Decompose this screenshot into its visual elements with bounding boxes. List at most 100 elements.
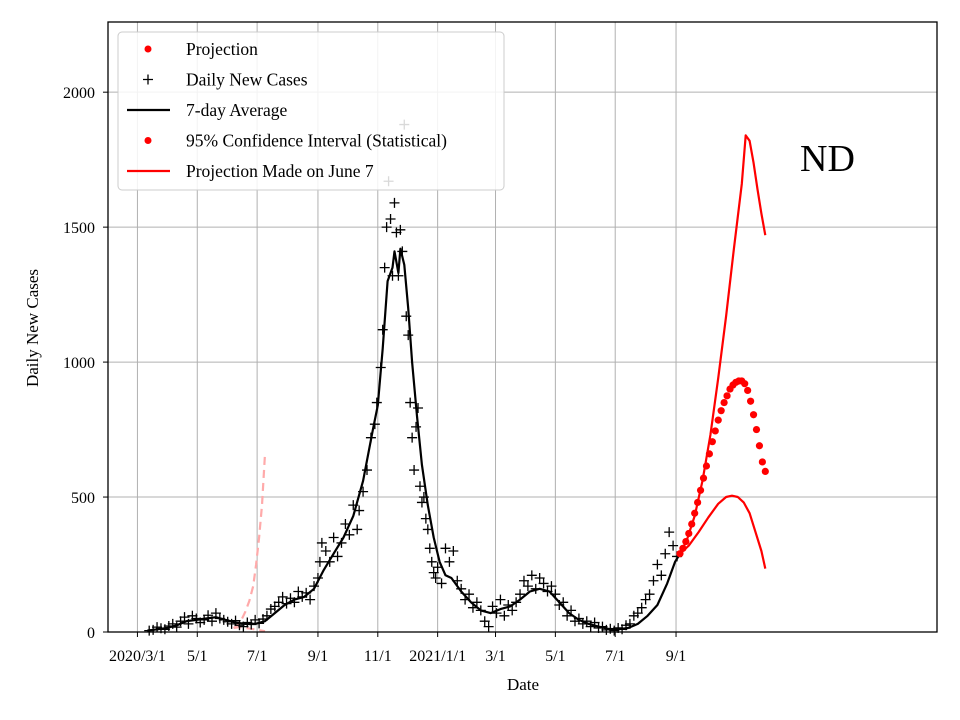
data-point-plus <box>362 465 373 476</box>
data-point-plus <box>305 594 316 605</box>
data-point-plus <box>277 591 288 602</box>
data-point-plus <box>444 556 455 567</box>
projection-point <box>711 427 719 435</box>
data-point-plus <box>660 548 671 559</box>
projection-point <box>696 486 705 494</box>
data-point-plus <box>518 575 529 586</box>
data-point-plus <box>644 589 655 600</box>
projection-point <box>741 380 749 388</box>
projection-point <box>749 411 758 419</box>
legend-label: Projection <box>186 39 258 59</box>
series-projection-made-on-june-7-lower-line <box>233 626 266 633</box>
legend-label: 7-day Average <box>186 100 287 120</box>
plot-area <box>144 119 769 636</box>
series-projection-made-on-june-7-line <box>232 453 267 629</box>
data-point-plus <box>314 556 325 567</box>
legend-dot-marker <box>144 45 152 53</box>
data-point-plus <box>440 543 451 554</box>
x-tick-label: 9/1 <box>666 648 686 665</box>
legend-entry: Daily New Cases <box>143 70 308 90</box>
data-point-plus <box>413 402 424 413</box>
data-point-plus <box>495 594 506 605</box>
projection-point <box>691 509 699 517</box>
projection-point <box>676 550 684 558</box>
data-point-plus <box>546 581 557 592</box>
state-annotation: ND <box>800 138 855 180</box>
data-point-plus <box>430 573 441 584</box>
x-tick-label: 11/1 <box>364 648 392 665</box>
series-95-confidence-interval-statistical-upper-line <box>679 134 767 555</box>
series-projection <box>676 377 769 558</box>
legend-dot-marker <box>144 137 152 144</box>
data-point-plus <box>332 551 343 562</box>
data-point-plus <box>405 397 416 408</box>
legend: Projection Daily New Cases 7-day Average 95… <box>117 31 505 191</box>
data-point-plus <box>471 597 482 608</box>
data-point-plus <box>426 556 437 567</box>
projection-point <box>682 537 690 546</box>
y-tick-label: 2000 <box>63 85 95 102</box>
projection-point <box>685 529 693 538</box>
projection-point <box>694 498 702 507</box>
y-axis-title: Daily New Cases <box>23 269 42 387</box>
data-point-plus <box>320 546 331 557</box>
projection-point <box>752 425 761 434</box>
x-tick-label: 5/1 <box>545 648 565 665</box>
legend-entry: Projection <box>144 39 258 59</box>
projection-point <box>755 442 764 450</box>
data-point-plus <box>428 567 439 578</box>
data-point-plus <box>379 262 390 273</box>
series-95-confidence-interval-statistical-lower-line <box>679 494 767 569</box>
projection-point <box>679 544 687 552</box>
data-point-plus <box>448 546 459 557</box>
data-point-plus <box>411 421 422 432</box>
data-point-plus <box>395 224 406 235</box>
data-point-plus <box>483 621 494 632</box>
y-tick-label: 1500 <box>63 220 95 237</box>
data-point-plus <box>507 605 518 616</box>
legend-plus-marker <box>143 74 153 85</box>
series-7-day-average-line <box>147 247 681 632</box>
projection-point <box>720 398 728 407</box>
data-point-plus <box>640 594 651 605</box>
data-point-plus <box>668 540 679 551</box>
data-point-plus <box>403 330 414 341</box>
data-point-plus <box>414 481 425 492</box>
data-point-plus <box>652 559 663 570</box>
data-point-plus <box>352 524 363 535</box>
data-point-plus <box>515 589 526 600</box>
projection-point <box>699 474 708 482</box>
projection-point <box>758 458 766 466</box>
data-point-plus <box>328 532 339 543</box>
legend-frame <box>117 31 505 191</box>
data-point-plus <box>487 601 498 612</box>
y-tick-label: 0 <box>87 625 95 642</box>
legend-entry: Projection Made on June 7 <box>127 161 374 181</box>
data-point-plus <box>526 570 537 581</box>
data-point-plus <box>664 527 675 538</box>
x-tick-label: 7/1 <box>605 648 625 665</box>
data-point-plus <box>273 597 284 608</box>
data-point-plus <box>416 497 427 508</box>
data-point-plus <box>656 570 667 581</box>
legend-label: Daily New Cases <box>186 70 308 90</box>
data-point-plus <box>407 432 418 443</box>
projection-point <box>744 386 752 395</box>
x-tick-label: 5/1 <box>187 648 207 665</box>
data-point-plus <box>385 214 396 225</box>
data-point-plus <box>293 586 304 597</box>
data-point-plus <box>499 610 510 621</box>
data-point-plus <box>179 612 190 623</box>
projection-point <box>746 397 755 405</box>
axis-ticks: 2020/3/1 5/1 7/1 9/1 11/1 2021/1/1 3/1 5/1 7/1 9/… <box>63 85 686 665</box>
data-point-plus <box>636 602 647 613</box>
projection-point <box>723 392 731 400</box>
projection-point <box>688 520 696 528</box>
data-point-plus <box>344 529 355 540</box>
y-tick-label: 1000 <box>63 355 95 372</box>
data-point-plus <box>648 575 659 586</box>
x-axis-title: Date <box>507 675 539 694</box>
data-point-plus <box>381 222 392 233</box>
x-tick-label: 3/1 <box>485 648 505 665</box>
